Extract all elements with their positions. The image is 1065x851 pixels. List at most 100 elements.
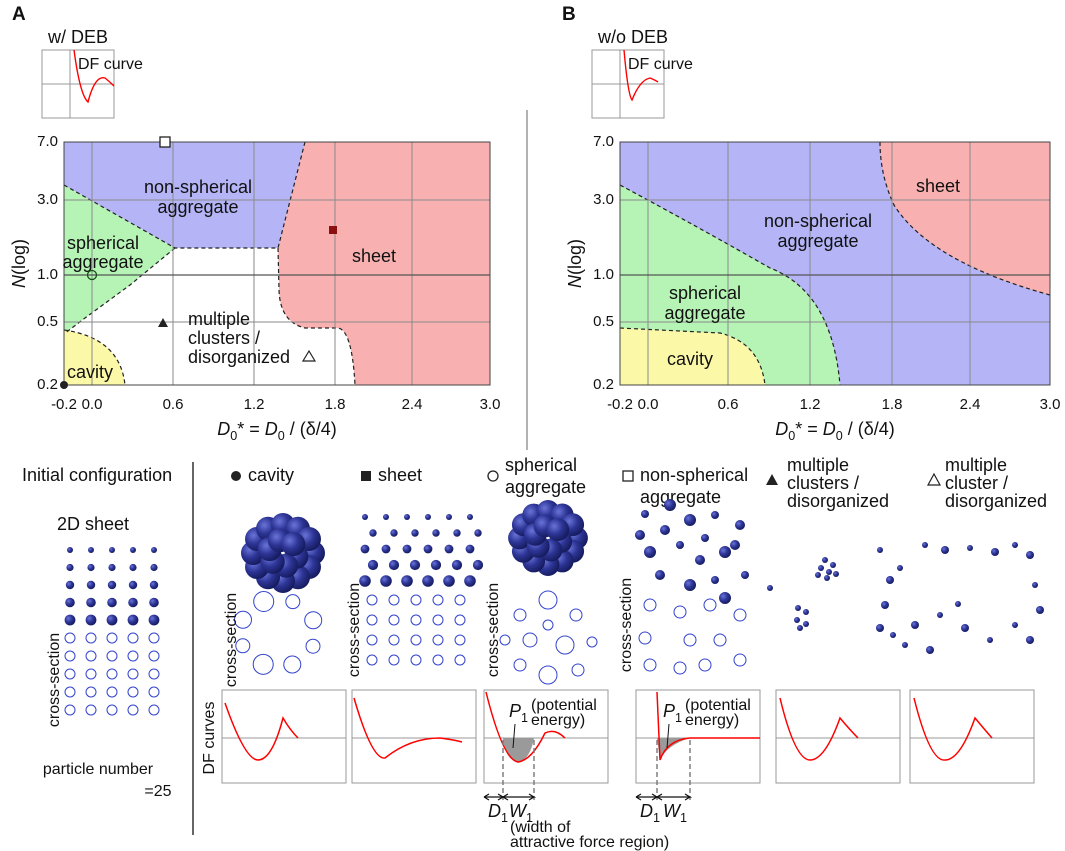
df-label: DF curves <box>201 702 218 775</box>
region-cavity <box>64 330 125 385</box>
text-part: * = <box>237 419 265 439</box>
particle <box>85 614 97 626</box>
rich-label: W1 <box>509 801 533 826</box>
x-tick-label: 0.6 <box>163 396 184 413</box>
cross-section-particle <box>148 704 160 716</box>
column-header: cluster / <box>945 473 1008 493</box>
particle <box>65 597 75 608</box>
marker-multiple <box>158 318 168 327</box>
cross-section-particle <box>106 650 118 662</box>
particle <box>359 575 371 587</box>
x-tick-label: 3.0 <box>1040 396 1061 413</box>
text-part: D <box>217 419 230 439</box>
particle <box>735 520 745 530</box>
particle <box>824 575 830 581</box>
y-tick-label: 0.2 <box>37 376 58 393</box>
text-part: D <box>823 419 836 439</box>
label: cavity <box>67 362 113 382</box>
particle <box>86 597 96 608</box>
phase-diagram-b <box>619 141 1051 386</box>
marker-non-spherical <box>622 470 634 482</box>
cross-section-particle <box>638 631 652 645</box>
cross-section-particle <box>127 686 139 698</box>
particle <box>711 576 719 584</box>
particle <box>803 621 809 627</box>
particle <box>902 642 908 648</box>
particle <box>695 555 705 565</box>
particle <box>464 575 476 587</box>
particle <box>641 510 649 518</box>
cross-section-particle <box>148 632 160 644</box>
cross-section-particle <box>388 594 400 606</box>
arrow <box>656 793 693 801</box>
particle <box>684 514 696 526</box>
rich-label: W1 <box>663 801 687 826</box>
x-tick-label: 3.0 <box>480 396 501 413</box>
cross-section-particle <box>106 632 118 644</box>
label: aggregate <box>664 303 745 323</box>
inset-label: DF curve <box>628 56 693 73</box>
cross-section-particle <box>64 650 76 662</box>
label: spherical <box>67 233 139 253</box>
annotation: (potential <box>685 697 751 714</box>
cross-section-particle <box>148 650 160 662</box>
particle <box>741 571 749 579</box>
cross-section-particle <box>127 650 139 662</box>
particle <box>922 542 928 548</box>
cross-section-particle <box>432 614 444 626</box>
particle <box>1036 606 1044 614</box>
particle <box>822 557 828 563</box>
x-tick-label: 1.8 <box>882 396 903 413</box>
text-part: / (δ/4) <box>285 419 337 439</box>
text-part: 0 <box>278 429 285 443</box>
cross-section-label: cross-section <box>618 578 635 672</box>
cross-section-label: cross-section <box>346 583 363 677</box>
label: clusters / <box>188 328 260 348</box>
x-tick-label: 0.0 <box>638 396 659 413</box>
rich-label: D0* = D0 / (δ/4) <box>775 419 895 444</box>
region-cavity <box>620 328 765 385</box>
particle <box>1026 636 1034 644</box>
cross-section-particle <box>454 594 466 606</box>
cross-section-particle <box>454 614 466 626</box>
plot-frame <box>619 141 1051 386</box>
rich-label: D1 <box>488 801 508 826</box>
particle <box>897 565 903 571</box>
rich-label: P1 <box>663 701 682 726</box>
arrow <box>483 793 504 801</box>
column-header: aggregate <box>640 487 721 507</box>
column-header: multiple <box>787 455 849 475</box>
phase-boundary <box>63 141 356 386</box>
particle <box>109 547 115 553</box>
x-tick-label: 2.4 <box>402 396 423 413</box>
text-part: 0 <box>230 429 237 443</box>
particle <box>711 511 719 519</box>
cross-section-particle <box>366 654 378 666</box>
label: non-spherical <box>764 211 872 231</box>
phase-boundary <box>619 141 1051 386</box>
inset-curve <box>73 49 115 104</box>
particle <box>546 518 570 542</box>
particle <box>1012 542 1018 548</box>
cross-section-particle <box>106 668 118 680</box>
particle <box>815 572 821 578</box>
particle <box>446 514 452 520</box>
label: spherical <box>669 283 741 303</box>
rich-label: N(log) <box>565 239 585 288</box>
cross-section-particle <box>538 590 558 610</box>
arrow <box>502 793 537 801</box>
marker-non-spherical <box>159 136 171 148</box>
text-part: 1 <box>521 711 528 725</box>
cross-section-particle <box>85 668 97 680</box>
particle <box>66 563 74 572</box>
cross-section-particle <box>253 590 275 612</box>
x-tick-label: 0.0 <box>82 396 103 413</box>
column-header: multiple <box>945 455 1007 475</box>
cross-section-particle <box>127 704 139 716</box>
particle <box>411 529 419 537</box>
particle <box>453 529 461 537</box>
particle <box>664 499 676 511</box>
particle <box>926 646 934 654</box>
marker-cavity <box>231 471 241 481</box>
cross-section-particle <box>85 632 97 644</box>
